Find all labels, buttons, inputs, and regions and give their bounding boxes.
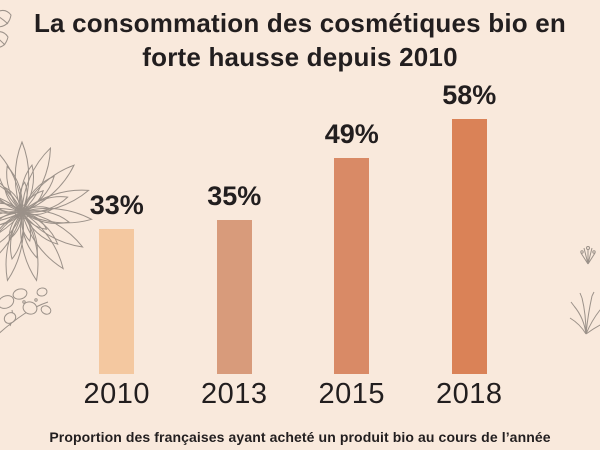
- chart-bars-row: 33% 35% 49% 58%: [58, 80, 528, 374]
- chart-years-row: 2010 2013 2015 2018: [58, 374, 528, 414]
- chart-title-line1: La consommation des cosmétiques bio en: [33, 8, 567, 38]
- category-label: 2018: [435, 378, 503, 410]
- bar-value-label: 35%: [207, 181, 262, 211]
- dahlia-flower-illustration: [0, 141, 93, 283]
- bar-2015: [334, 158, 370, 374]
- category-label: 2015: [318, 378, 385, 410]
- bar-value-label: 58%: [442, 80, 497, 110]
- bar-column: 35%: [176, 80, 294, 374]
- chart-title: La consommation des cosmétiques bio en f…: [0, 6, 600, 74]
- bar-column: 58%: [411, 80, 529, 374]
- bar-chart: 33% 35% 49% 58% 2010 2013 2015 2018: [58, 80, 528, 414]
- category-label: 2013: [200, 378, 268, 410]
- leaf-sprig-illustration: [0, 287, 52, 334]
- corner-leaves-illustration: [0, 9, 12, 48]
- bar-2018: [451, 119, 487, 374]
- grass-tuft-illustration: [569, 291, 600, 335]
- category-label: 2010: [83, 378, 150, 410]
- bar-value-label: 49%: [324, 119, 379, 149]
- chart-title-line2: forte hausse depuis 2010: [142, 42, 458, 72]
- bar-2013: [216, 220, 252, 374]
- bar-column: 49%: [293, 80, 411, 374]
- chart-caption: Proportion des françaises ayant acheté u…: [49, 429, 551, 445]
- bar-2010: [99, 229, 135, 374]
- bar-column: 33%: [58, 80, 176, 374]
- flower-bud-illustration: [580, 246, 596, 265]
- bar-value-label: 33%: [89, 190, 144, 220]
